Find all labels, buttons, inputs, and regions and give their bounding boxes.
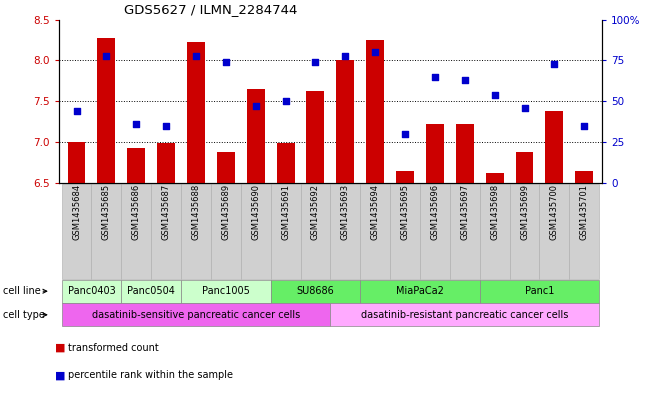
Point	[131, 121, 141, 127]
Bar	[516, 152, 533, 183]
Point	[72, 108, 82, 114]
Bar	[396, 171, 414, 183]
Bar	[546, 111, 563, 183]
Text: ■: ■	[55, 370, 66, 380]
Text: dasatinib-resistant pancreatic cancer cells: dasatinib-resistant pancreatic cancer ce…	[361, 310, 568, 320]
Point	[549, 61, 560, 67]
Point	[191, 52, 201, 59]
Bar	[426, 124, 444, 183]
Bar	[456, 124, 474, 183]
Point	[161, 123, 171, 129]
Text: SU8686: SU8686	[297, 286, 335, 296]
Point	[490, 92, 500, 98]
Text: cell line: cell line	[3, 286, 41, 296]
Bar	[157, 143, 175, 183]
Point	[340, 52, 350, 59]
Point	[430, 73, 440, 80]
Text: MiaPaCa2: MiaPaCa2	[396, 286, 444, 296]
Point	[311, 59, 321, 65]
Bar	[575, 171, 593, 183]
Point	[221, 59, 231, 65]
Bar	[98, 38, 115, 183]
Point	[251, 103, 261, 109]
Bar	[277, 143, 294, 183]
Text: GDS5627 / ILMN_2284744: GDS5627 / ILMN_2284744	[124, 3, 298, 16]
Text: Panc0403: Panc0403	[68, 286, 115, 296]
Bar	[337, 60, 354, 183]
Bar	[247, 89, 265, 183]
Bar	[217, 152, 235, 183]
Point	[579, 123, 589, 129]
Bar	[187, 42, 205, 183]
Point	[519, 105, 530, 111]
Text: percentile rank within the sample: percentile rank within the sample	[68, 370, 233, 380]
Text: Panc1005: Panc1005	[202, 286, 250, 296]
Text: Panc0504: Panc0504	[127, 286, 175, 296]
Text: Panc1: Panc1	[525, 286, 554, 296]
Bar	[68, 142, 85, 183]
Bar	[486, 173, 504, 183]
Text: cell type: cell type	[3, 310, 45, 320]
Text: ■: ■	[55, 343, 66, 353]
Bar	[367, 40, 384, 183]
Point	[370, 49, 380, 55]
Bar	[128, 149, 145, 183]
Point	[281, 98, 291, 104]
Point	[400, 130, 410, 137]
Point	[460, 77, 470, 83]
Text: dasatinib-sensitive pancreatic cancer cells: dasatinib-sensitive pancreatic cancer ce…	[92, 310, 300, 320]
Point	[101, 52, 111, 59]
Bar	[307, 92, 324, 183]
Text: transformed count: transformed count	[68, 343, 159, 353]
